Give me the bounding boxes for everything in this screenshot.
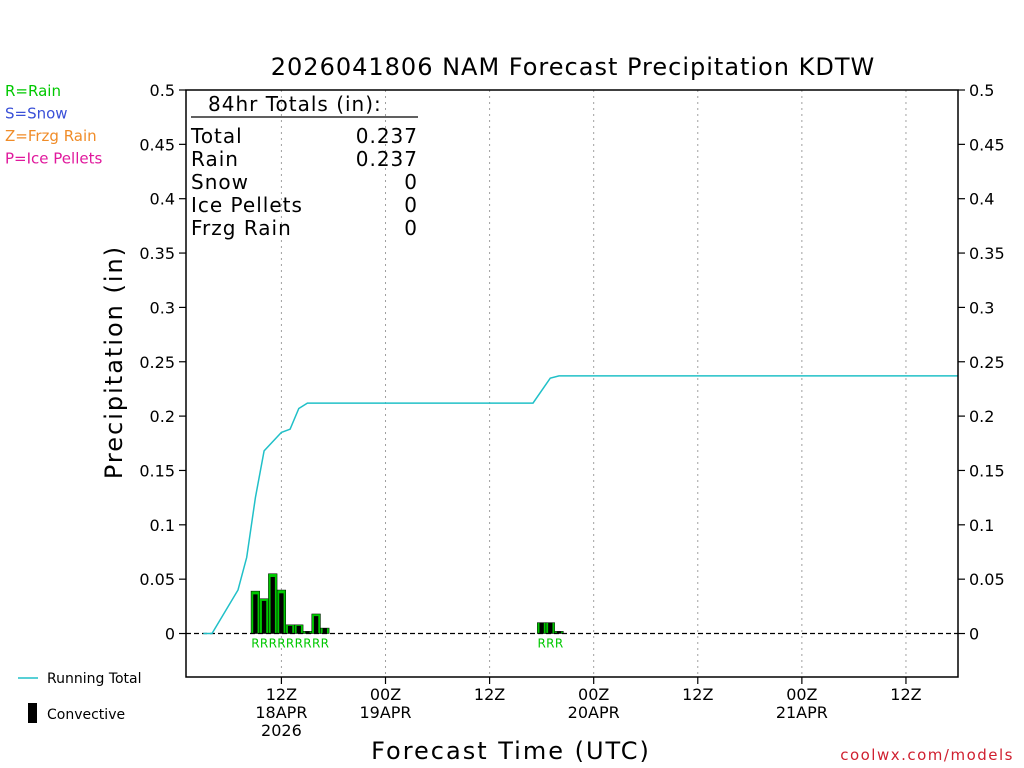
y-tick-label-right-1: 0.05 xyxy=(969,570,1005,589)
y-tick-label-left-10: 0.5 xyxy=(150,81,175,100)
convective-bar-7 xyxy=(313,616,319,634)
y-tick-label-right-6: 0.3 xyxy=(969,298,994,317)
bar-type-label-8: R xyxy=(321,637,329,651)
y-tick-label-right-9: 0.45 xyxy=(969,135,1005,154)
running-total-line xyxy=(203,375,958,635)
y-tick-label-left-1: 0.05 xyxy=(139,570,175,589)
x-tick-label-3-0: 00Z xyxy=(578,685,609,704)
x-tick-label-3-1: 20APR xyxy=(568,703,620,722)
bar-type-label-0: R xyxy=(251,637,259,651)
convective-bar-5 xyxy=(296,625,301,634)
bar-type-label-4: R xyxy=(286,637,294,651)
totals-heading: 84hr Totals (in): xyxy=(208,92,382,116)
convective-bar-3 xyxy=(279,593,284,634)
grid-lines xyxy=(280,90,907,677)
x-tick-label-6-0: 12Z xyxy=(890,685,921,704)
totals-value-2: 0 xyxy=(404,170,418,194)
x-tick-label-1-0: 00Z xyxy=(370,685,401,704)
convective-bar-11 xyxy=(556,631,562,634)
y-axis-left: 0 0.05 0.1 0.15 0.2 0.25 0.3 0.35 0.4 0.45 0.5 xyxy=(139,81,186,644)
credit-text: coolwx.com/models xyxy=(840,746,1014,764)
totals-label-0: Total xyxy=(190,124,243,148)
type-legend-item-3: P=Ice Pellets xyxy=(5,150,102,168)
totals-label-2: Snow xyxy=(191,170,249,194)
y-tick-label-left-6: 0.3 xyxy=(150,298,175,317)
y-tick-label-left-0: 0 xyxy=(165,625,175,644)
y-tick-label-left-7: 0.35 xyxy=(139,244,175,263)
bar-type-label-11: R xyxy=(555,637,563,651)
series-legend: Running Total Convective xyxy=(18,671,142,723)
convective-bar-6 xyxy=(305,631,310,634)
bar-type-label-7: R xyxy=(312,637,320,651)
x-tick-label-4-0: 12Z xyxy=(682,685,713,704)
x-axis-label: Forecast Time (UTC) xyxy=(371,737,651,765)
y-tick-label-left-3: 0.15 xyxy=(139,461,175,480)
precip-type-legend: R=Rain S=Snow Z=Frzg Rain P=Ice Pellets xyxy=(5,82,102,168)
y-tick-label-right-4: 0.2 xyxy=(969,407,994,426)
bar-type-label-9: R xyxy=(537,637,545,651)
totals-value-4: 0 xyxy=(404,216,418,240)
totals-label-4: Frzg Rain xyxy=(191,216,292,240)
convective-bar-4 xyxy=(287,625,293,634)
chart-title: 2026041806 NAM Forecast Precipitation KD… xyxy=(271,53,875,81)
y-tick-label-right-10: 0.5 xyxy=(969,81,994,100)
y-tick-label-right-5: 0.25 xyxy=(969,353,1005,372)
y-tick-label-left-8: 0.4 xyxy=(150,190,175,209)
totals-value-3: 0 xyxy=(404,193,418,217)
type-legend-item-0: R=Rain xyxy=(5,82,61,100)
convective-bar-8 xyxy=(322,628,327,634)
x-tick-label-0-2: 2026 xyxy=(261,721,302,740)
bar-type-label-2: R xyxy=(269,637,277,651)
legend-convective-swatch xyxy=(28,703,37,723)
x-tick-label-0-0: 12Z xyxy=(266,685,297,704)
bar-type-label-5: R xyxy=(295,637,303,651)
y-tick-label-left-2: 0.1 xyxy=(150,516,175,535)
totals-label-1: Rain xyxy=(191,147,239,171)
plot-frame xyxy=(185,89,959,678)
y-tick-label-left-9: 0.45 xyxy=(139,135,175,154)
x-tick-label-5-1: 21APR xyxy=(776,703,828,722)
y-tick-label-left-4: 0.2 xyxy=(150,407,175,426)
precip-bars xyxy=(250,573,564,634)
convective-bar-10 xyxy=(548,622,553,634)
bar-type-label-1: R xyxy=(260,637,268,651)
type-legend-item-2: Z=Frzg Rain xyxy=(5,127,97,145)
convective-bar-0 xyxy=(253,594,258,634)
convective-bar-2 xyxy=(270,576,275,634)
bar-type-label-6: R xyxy=(303,637,311,651)
y-tick-label-left-5: 0.25 xyxy=(139,353,175,372)
type-legend-item-1: S=Snow xyxy=(5,105,68,123)
bar-type-label-3: R xyxy=(277,637,285,651)
y-axis-label: Precipitation (in) xyxy=(100,245,128,479)
y-tick-label-right-7: 0.35 xyxy=(969,244,1005,263)
y-tick-label-right-2: 0.1 xyxy=(969,516,994,535)
x-tick-label-5-0: 00Z xyxy=(786,685,817,704)
x-tick-label-0-1: 18APR xyxy=(255,703,307,722)
y-tick-label-right-8: 0.4 xyxy=(969,190,994,209)
totals-value-1: 0.237 xyxy=(356,147,418,171)
bar-type-label-10: R xyxy=(546,637,554,651)
legend-running-total-label: Running Total xyxy=(47,671,142,687)
legend-convective-label: Convective xyxy=(47,707,125,723)
convective-bar-1 xyxy=(261,600,267,634)
totals-box: 84hr Totals (in): Total 0.237 Rain 0.237 Snow… xyxy=(190,92,418,240)
y-tick-label-right-3: 0.15 xyxy=(969,461,1005,480)
x-tick-label-1-1: 19APR xyxy=(359,703,411,722)
totals-value-0: 0.237 xyxy=(356,124,418,148)
convective-bar-9 xyxy=(539,622,544,634)
y-axis-right: 0 0.05 0.1 0.15 0.2 0.25 0.3 0.35 0.4 0.45 0.5 xyxy=(958,81,1005,644)
y-tick-label-right-0: 0 xyxy=(969,625,979,644)
totals-label-3: Ice Pellets xyxy=(191,193,303,217)
x-tick-label-2-0: 12Z xyxy=(474,685,505,704)
